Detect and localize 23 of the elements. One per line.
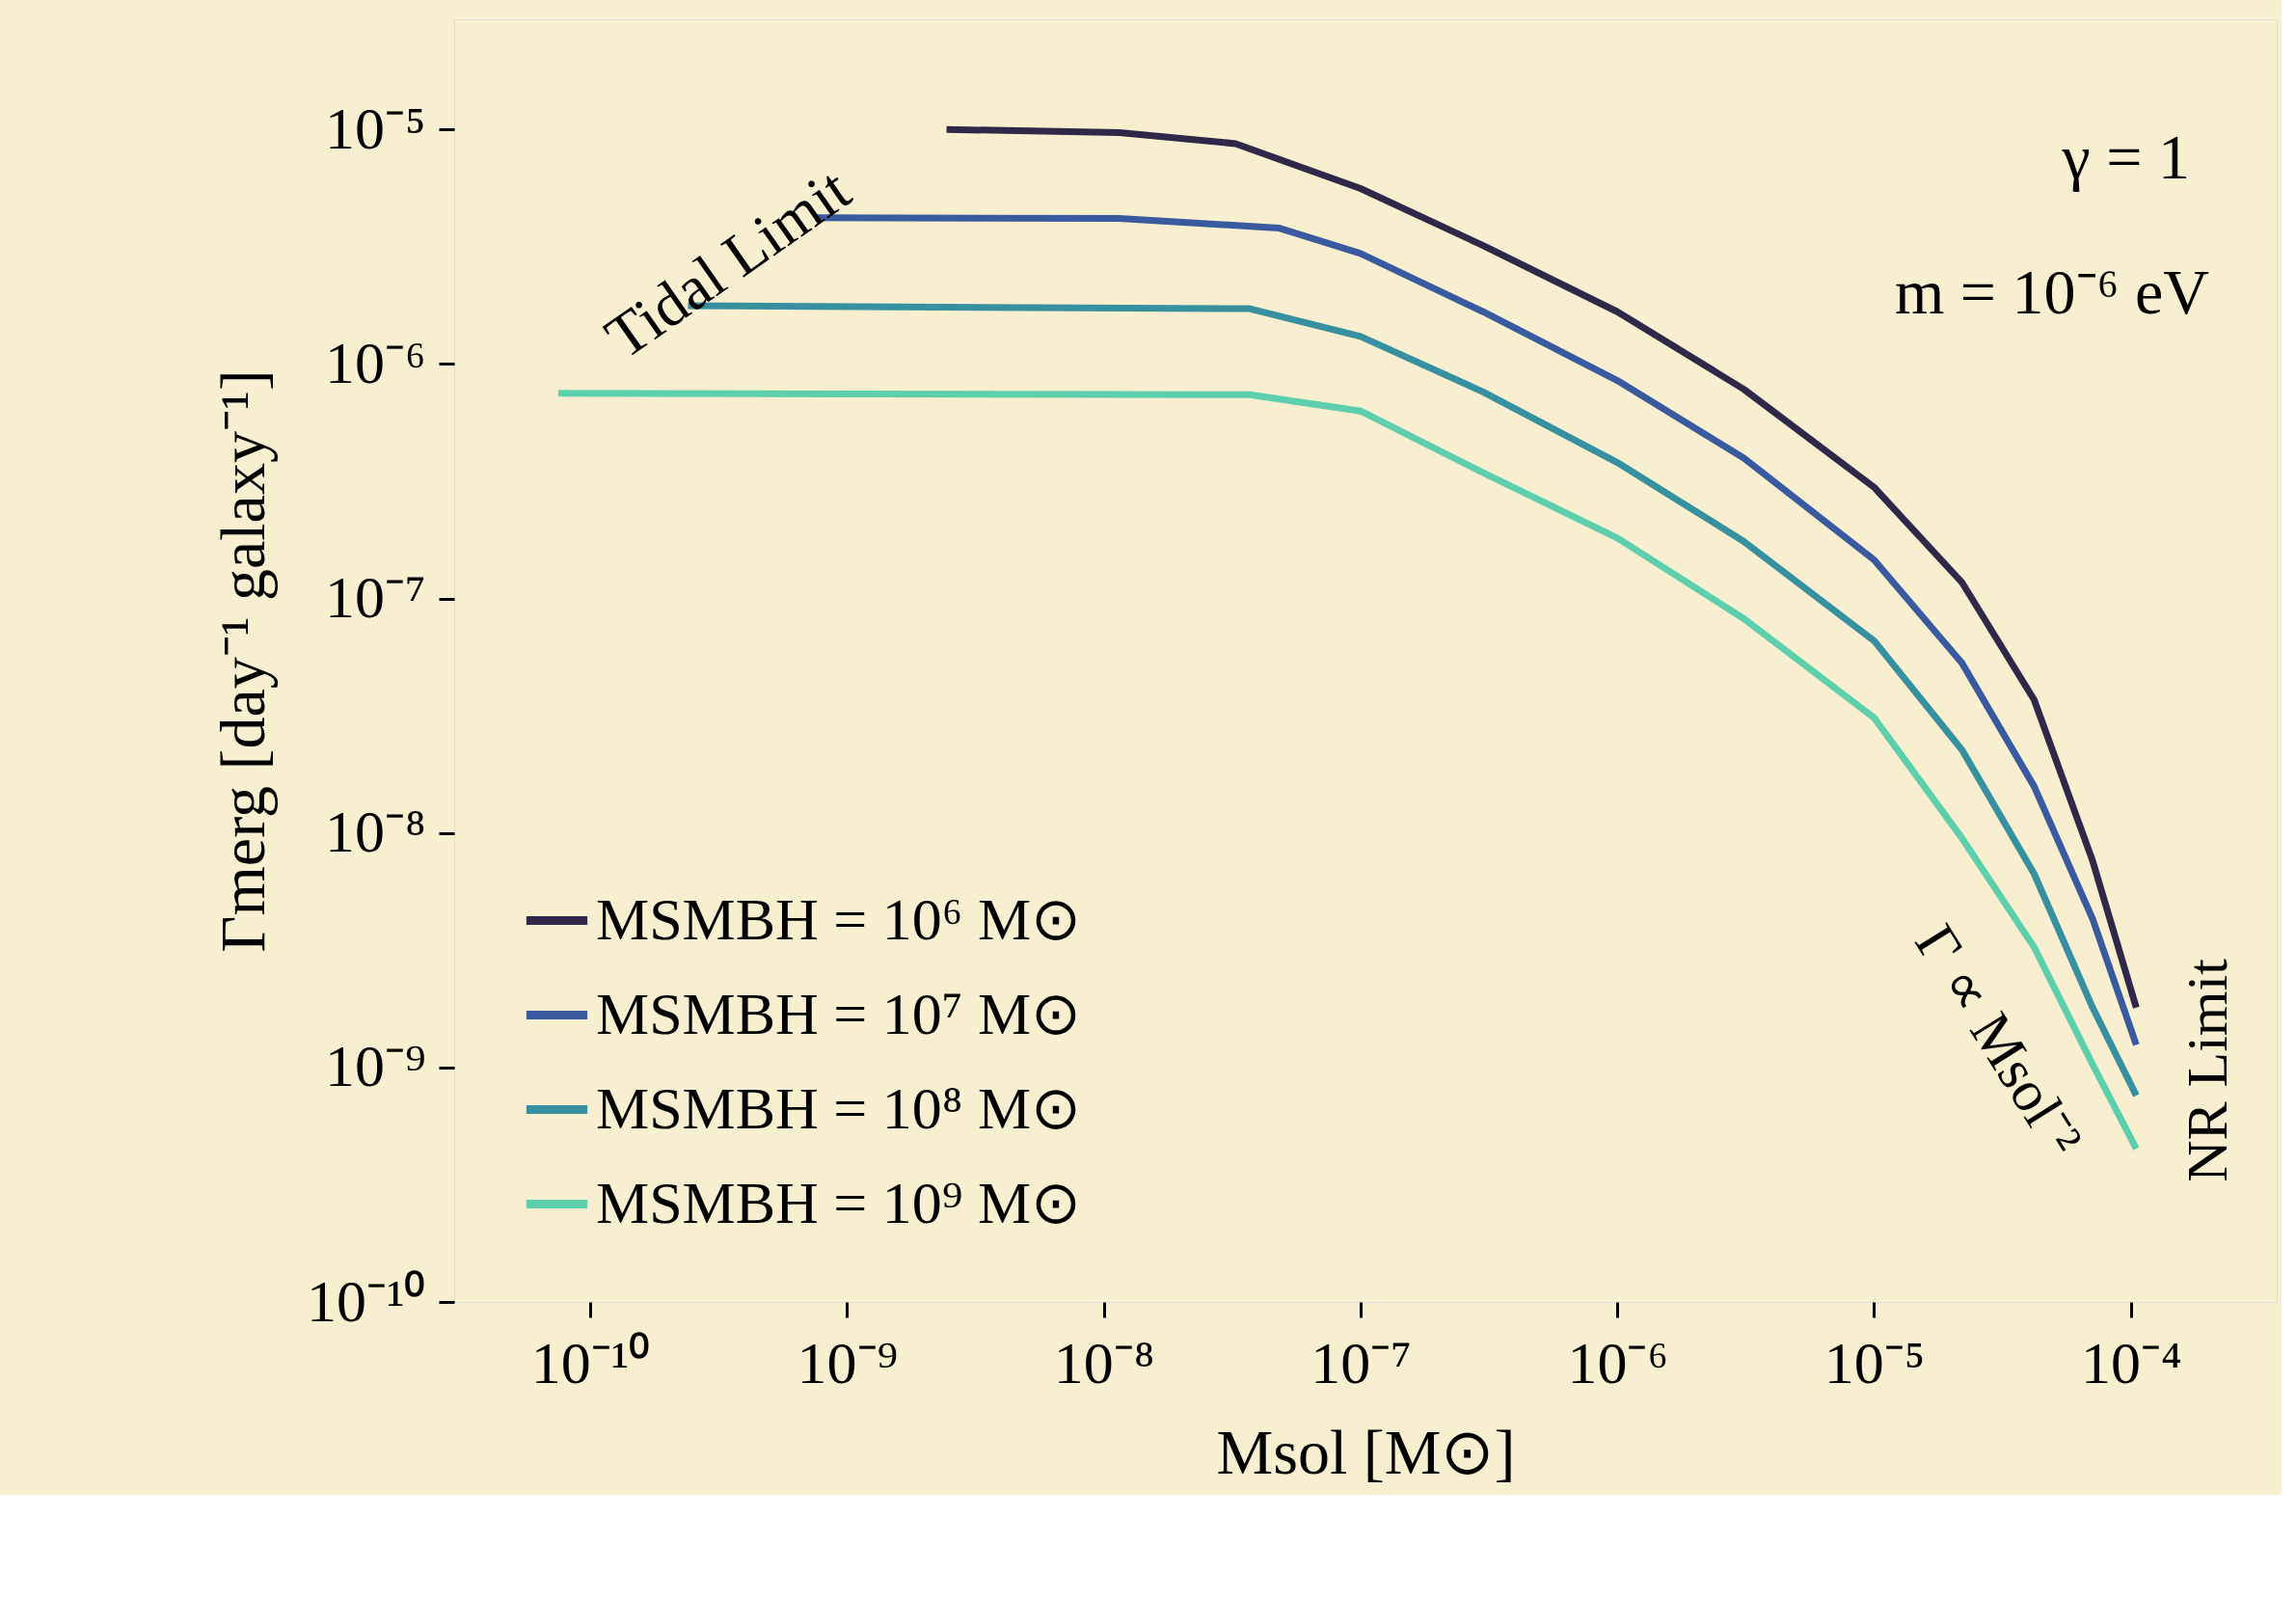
x-tick-label: 10⁻⁵ [1823,1329,1926,1396]
x-axis-title: Msol [M⊙] [1216,1416,1516,1487]
x-tick-label: 10⁻⁶ [1567,1329,1669,1396]
y-tick-label: 10⁻¹⁰ [306,1267,426,1334]
x-tick-label: 10⁻⁸ [1053,1329,1155,1396]
legend-label: MSMBH = 10⁹ M⊙ [596,1169,1082,1235]
annotation: NR Limit [2175,958,2239,1182]
y-tick-label: 10⁻⁶ [324,329,426,395]
x-tick-label: 10⁻⁴ [2080,1329,2182,1396]
y-tick-label: 10⁻⁵ [324,95,426,161]
legend-label: MSMBH = 10⁶ M⊙ [596,885,1082,952]
x-tick-label: 10⁻⁹ [797,1329,899,1396]
y-tick-label: 10⁻⁹ [324,1033,426,1099]
legend-label: MSMBH = 10⁷ M⊙ [596,980,1082,1046]
y-tick-label: 10⁻⁷ [324,564,426,631]
annotation: γ = 1 [2061,122,2190,192]
annotation: Tidal Limit [593,154,863,372]
y-tick-label: 10⁻⁸ [324,799,426,865]
y-axis-title: Γmerg [day⁻¹ galaxy⁻¹] [206,369,278,953]
x-tick-label: 10⁻⁷ [1310,1329,1412,1396]
annotation: m = 10⁻⁶ eV [1894,257,2209,327]
x-tick-label: 10⁻¹⁰ [530,1329,651,1396]
legend-label: MSMBH = 10⁸ M⊙ [596,1074,1082,1141]
